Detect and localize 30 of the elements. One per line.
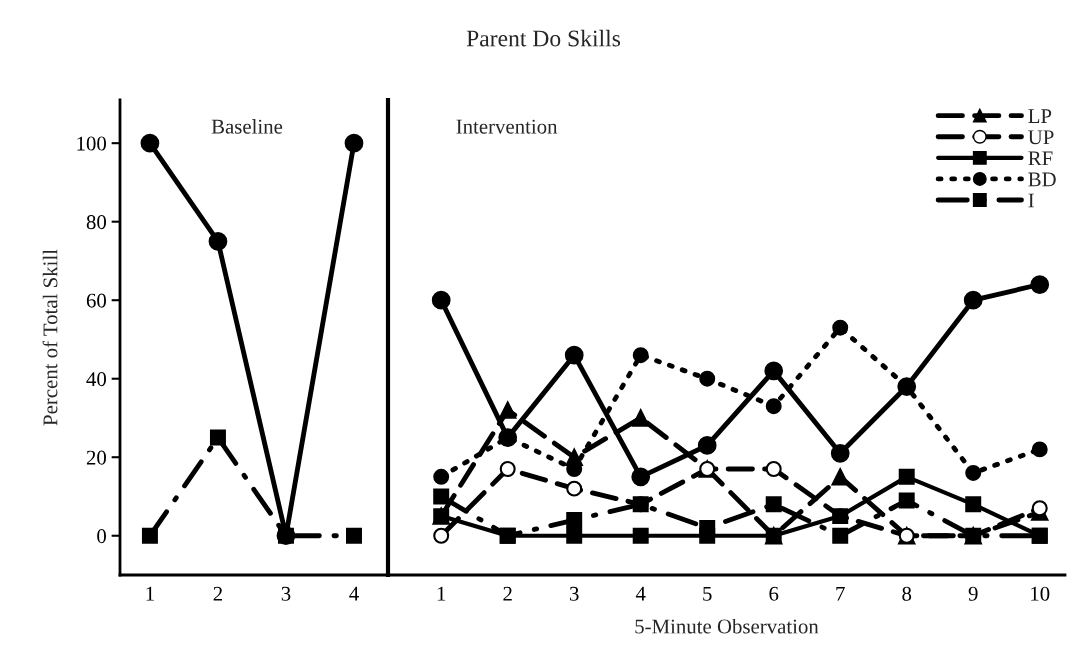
x-tick-label: 8	[902, 586, 912, 601]
legend-label: UP	[1028, 130, 1054, 145]
x-tick-label: 7	[836, 586, 845, 601]
legend-label: I	[1028, 193, 1034, 208]
legend-label: RF	[1028, 151, 1053, 166]
x-tick-label: 3	[570, 586, 579, 601]
x-tick-label: 2	[213, 586, 223, 601]
annotation: Baseline	[211, 119, 283, 134]
x-tick-label: 10	[1031, 586, 1050, 601]
y-axis-title: Percent of Total Skill	[42, 249, 58, 426]
x-tick-label: 1	[146, 586, 154, 601]
annotation: Intervention	[456, 119, 558, 134]
y-tick-label: 20	[86, 450, 107, 465]
x-tick-label: 9	[968, 586, 978, 601]
x-tick-label: 5	[703, 586, 712, 601]
legend-label: BD	[1028, 172, 1056, 187]
y-tick-label: 40	[86, 372, 107, 387]
legend-label: LP	[1028, 109, 1052, 123]
x-tick-label: 4	[349, 586, 359, 601]
chart-title: Parent Do Skills	[466, 29, 621, 47]
x-tick-label: 6	[769, 586, 779, 601]
x-tick-label: 1	[437, 586, 446, 601]
x-axis-title: 5-Minute Observation	[635, 618, 819, 634]
y-tick-label: 80	[86, 215, 107, 230]
x-tick-label: 3	[281, 586, 291, 601]
x-tick-label: 2	[503, 586, 512, 601]
x-tick-label: 4	[635, 586, 646, 601]
y-tick-label: 0	[97, 529, 107, 544]
y-tick-label: 60	[86, 293, 107, 308]
y-tick-label: 100	[77, 136, 107, 151]
